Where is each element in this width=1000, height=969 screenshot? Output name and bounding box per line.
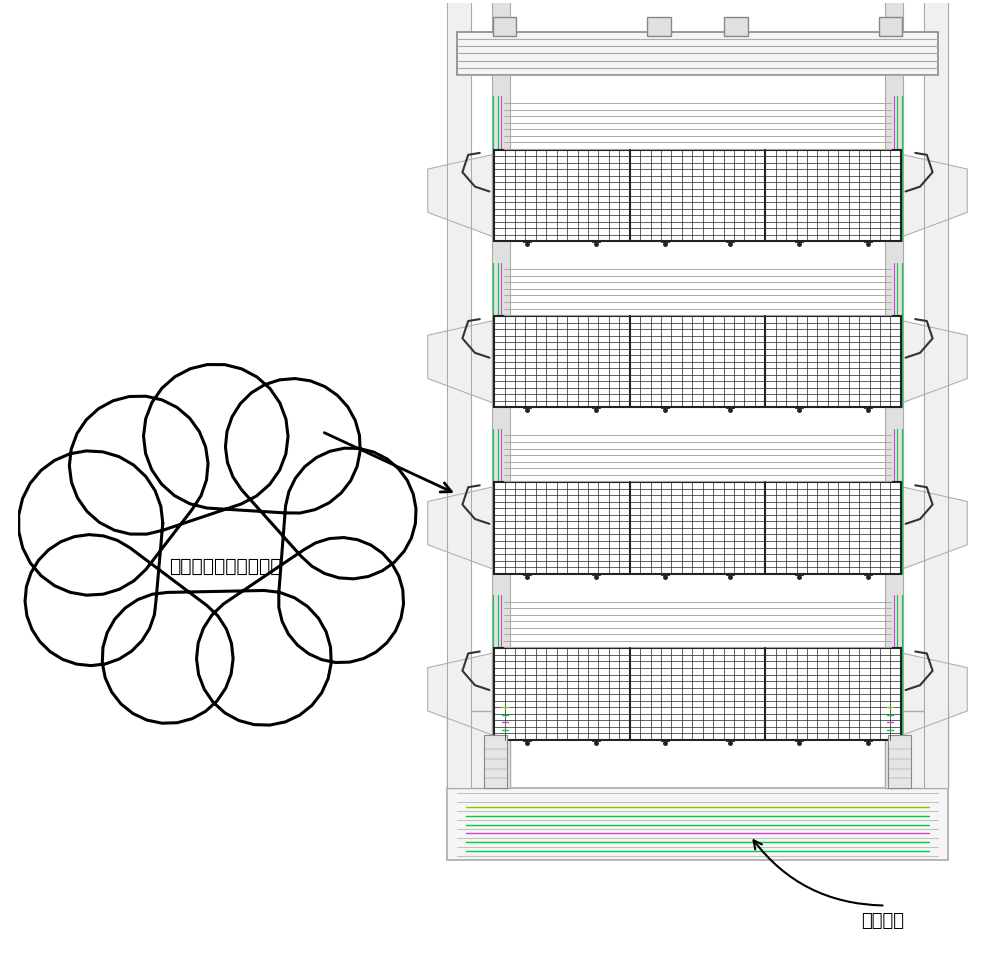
- Polygon shape: [903, 321, 967, 402]
- Bar: [924, 0, 948, 788]
- Bar: [494, 316, 901, 407]
- Bar: [885, 0, 903, 788]
- Polygon shape: [428, 321, 492, 402]
- Text: 喂料行车自动控制系统: 喂料行车自动控制系统: [169, 557, 282, 576]
- Bar: [885, 711, 948, 788]
- Bar: [492, 0, 510, 788]
- Bar: [447, 711, 510, 788]
- Bar: [447, 788, 948, 860]
- Polygon shape: [903, 487, 967, 569]
- Bar: [494, 150, 901, 241]
- Bar: [493, 17, 516, 37]
- Bar: [447, 0, 471, 788]
- Polygon shape: [428, 487, 492, 569]
- Bar: [888, 735, 911, 788]
- Polygon shape: [428, 653, 492, 735]
- Bar: [494, 483, 901, 574]
- Polygon shape: [903, 155, 967, 236]
- Bar: [484, 735, 507, 788]
- Bar: [494, 648, 901, 739]
- Polygon shape: [428, 155, 492, 236]
- Bar: [647, 17, 671, 37]
- Polygon shape: [903, 653, 967, 735]
- Bar: [457, 32, 938, 75]
- Polygon shape: [19, 364, 416, 725]
- Bar: [879, 17, 902, 37]
- Text: 喂料行车: 喂料行车: [861, 912, 904, 929]
- Bar: [724, 17, 748, 37]
